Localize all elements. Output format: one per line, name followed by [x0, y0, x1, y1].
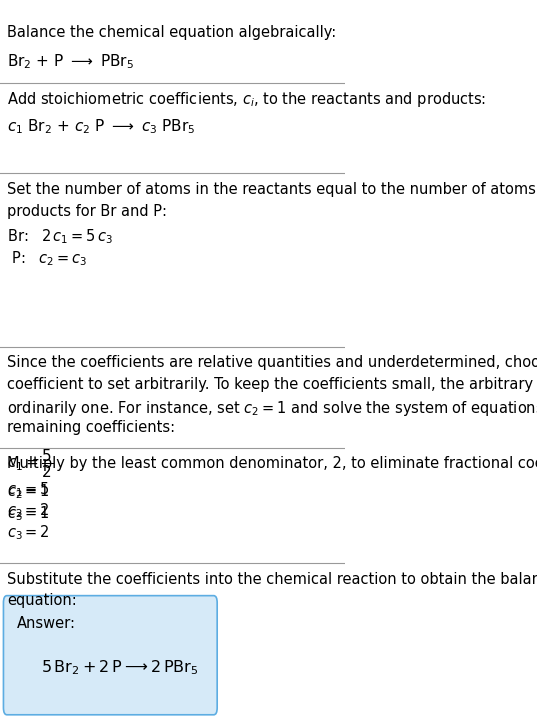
- Text: Since the coefficients are relative quantities and underdetermined, choose a: Since the coefficients are relative quan…: [7, 355, 537, 370]
- Text: remaining coefficients:: remaining coefficients:: [7, 420, 175, 435]
- Text: equation:: equation:: [7, 593, 77, 609]
- Text: Answer:: Answer:: [17, 616, 76, 631]
- Text: $c_3 = 1$: $c_3 = 1$: [7, 504, 50, 523]
- Text: Multiply by the least common denominator, 2, to eliminate fractional coefficient: Multiply by the least common denominator…: [7, 456, 537, 471]
- Text: Balance the chemical equation algebraically:: Balance the chemical equation algebraica…: [7, 25, 336, 40]
- Text: Br: $\;$ $2\,c_1 = 5\,c_3$: Br: $\;$ $2\,c_1 = 5\,c_3$: [7, 227, 113, 246]
- Text: $c_1 = \dfrac{5}{2}$: $c_1 = \dfrac{5}{2}$: [7, 448, 53, 480]
- Text: coefficient to set arbitrarily. To keep the coefficients small, the arbitrary va: coefficient to set arbitrarily. To keep …: [7, 377, 537, 392]
- Text: Br$_2$ + P $\longrightarrow$ PBr$_5$: Br$_2$ + P $\longrightarrow$ PBr$_5$: [7, 53, 134, 71]
- Text: Set the number of atoms in the reactants equal to the number of atoms in the: Set the number of atoms in the reactants…: [7, 182, 537, 197]
- Text: Substitute the coefficients into the chemical reaction to obtain the balanced: Substitute the coefficients into the che…: [7, 572, 537, 587]
- Text: $c_3 = 2$: $c_3 = 2$: [7, 523, 50, 542]
- Text: $c_2 = 2$: $c_2 = 2$: [7, 502, 50, 521]
- Text: products for Br and P:: products for Br and P:: [7, 204, 167, 219]
- Text: P: $\;$ $c_2 = c_3$: P: $\;$ $c_2 = c_3$: [7, 249, 87, 268]
- Text: $5\,\mathrm{Br_2} + 2\,\mathrm{P} \longrightarrow 2\,\mathrm{PBr_5}$: $5\,\mathrm{Br_2} + 2\,\mathrm{P} \longr…: [41, 658, 199, 677]
- Text: $c_1$ Br$_2$ + $c_2$ P $\longrightarrow$ $c_3$ PBr$_5$: $c_1$ Br$_2$ + $c_2$ P $\longrightarrow$…: [7, 118, 195, 136]
- Text: $c_2 = 1$: $c_2 = 1$: [7, 482, 50, 501]
- Text: $c_1 = 5$: $c_1 = 5$: [7, 480, 50, 499]
- Text: ordinarily one. For instance, set $c_2 = 1$ and solve the system of equations fo: ordinarily one. For instance, set $c_2 =…: [7, 399, 537, 417]
- Text: Add stoichiometric coefficients, $c_i$, to the reactants and products:: Add stoichiometric coefficients, $c_i$, …: [7, 90, 486, 109]
- FancyBboxPatch shape: [3, 596, 217, 715]
